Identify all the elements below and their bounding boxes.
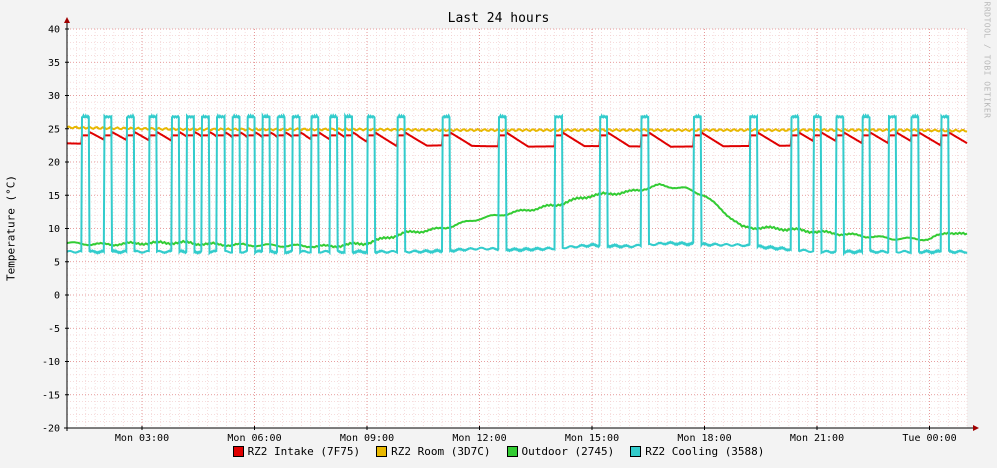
legend-swatch [376,446,388,457]
legend-label: RZ2 Intake (7F75) [247,445,361,458]
y-tick-label: -5 [48,324,60,335]
legend: RZ2 Intake (7F75) RZ2 Room (3D7C) Outdoo… [0,445,997,458]
y-axis-label: Temperature (°C) [4,175,18,281]
y-tick-label: 35 [48,58,60,69]
legend-label: RZ2 Cooling (3588) [645,445,765,458]
x-tick-label: Mon 18:00 [677,433,731,444]
x-tick-label: Mon 21:00 [790,433,844,444]
x-tick-label: Mon 09:00 [340,433,394,444]
legend-label: Outdoor (2745) [521,445,615,458]
legend-item-outdoor: Outdoor (2745) [506,445,615,458]
axes [64,17,979,431]
y-tick-label: 40 [48,25,60,36]
series-line-cooling [66,112,968,257]
y-axis-arrow [64,17,70,23]
y-tick-label: 20 [48,158,60,169]
tick-labels: 40 35 30 25 20 15 10 5 0 -5 -10 -15 -20 Mon 03:00 Mon … [42,25,957,445]
y-tick-label: 25 [48,124,60,135]
legend-swatch [630,446,642,457]
legend-label: RZ2 Room (3D7C) [391,445,491,458]
x-tick-label: Mon 15:00 [565,433,619,444]
y-tick-label: 10 [48,224,60,235]
legend-swatch [506,446,518,457]
y-tick-label: 15 [48,191,60,202]
x-tick-label: Mon 06:00 [227,433,281,444]
y-tick-label: 0 [54,291,60,302]
x-tick-label: Tue 00:00 [902,433,956,444]
chart-title: Last 24 hours [447,11,550,26]
y-tick-label: -15 [42,390,60,401]
x-tick-label: Mon 03:00 [115,433,169,444]
y-tick-label: 5 [54,257,60,268]
x-axis-arrow [973,425,979,431]
y-tick-label: -10 [42,357,60,368]
x-tick-label: Mon 12:00 [452,433,506,444]
y-tick-label: 30 [48,91,60,102]
legend-item-intake: RZ2 Intake (7F75) [232,445,361,458]
legend-swatch [232,446,244,457]
series-layer [66,112,968,257]
legend-item-room: RZ2 Room (3D7C) [376,445,491,458]
y-tick-label: -20 [42,424,60,435]
legend-item-cooling: RZ2 Cooling (3588) [630,445,764,458]
watermark: RRDTOOL / TOBI OETIKER [982,1,992,119]
